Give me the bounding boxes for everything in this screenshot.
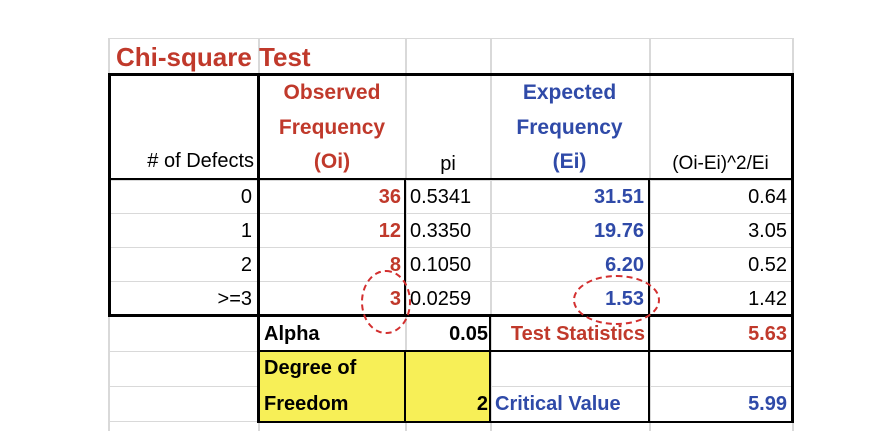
alpha-value: 0.05: [449, 323, 488, 345]
cell-observed: 36: [378, 186, 401, 208]
cell-defects: >=3: [217, 288, 252, 310]
header-expected-line1: Expected: [522, 81, 617, 104]
test-stat-label: Test Statistics: [510, 323, 645, 345]
cell-observed: 12: [378, 220, 401, 242]
cell-defects: 0: [240, 186, 252, 208]
dof-label-line2: Freedom: [264, 393, 349, 415]
cell-pi: 0.0259: [410, 288, 472, 310]
cell-observed: 8: [389, 254, 401, 276]
header-defects: # of Defects: [147, 150, 254, 172]
cell-pi: 0.3350: [410, 220, 472, 242]
sheet-title: Chi-square Test: [116, 42, 311, 72]
cell-chi: 0.52: [748, 254, 787, 276]
cell-expected: 19.76: [593, 220, 644, 242]
cell-defects: 2: [240, 254, 252, 276]
alpha-label: Alpha: [264, 323, 320, 345]
cell-pi: 0.5341: [410, 186, 472, 208]
critical-label: Critical Value: [495, 393, 621, 415]
dof-label-highlight: [259, 352, 405, 421]
header-pi: pi: [440, 153, 456, 175]
header-observed-line3: (Oi): [313, 150, 351, 173]
dof-label-line1: Degree of: [264, 357, 357, 379]
critical-value: 5.99: [748, 393, 787, 415]
cell-chi: 0.64: [748, 186, 787, 208]
header-observed-line1: Observed: [283, 81, 381, 104]
expected-highlight-circle: [573, 275, 660, 325]
dof-value-highlight: [406, 352, 490, 421]
cell-defects: 1: [240, 220, 252, 242]
cell-chi: 3.05: [748, 220, 787, 242]
test-stat-value: 5.63: [748, 323, 787, 345]
cell-chi: 1.42: [748, 288, 787, 310]
header-chi: (Oi-Ei)^2/Ei: [672, 153, 769, 174]
dof-value: 2: [476, 393, 488, 415]
cell-expected: 31.51: [593, 186, 644, 208]
cell-expected: 6.20: [605, 254, 644, 276]
cell-pi: 0.1050: [410, 254, 472, 276]
header-expected-line3: (Ei): [552, 150, 587, 173]
header-observed-line2: Frequency: [278, 116, 386, 139]
observed-highlight-circle: [361, 270, 411, 334]
header-expected-line2: Frequency: [516, 116, 623, 139]
